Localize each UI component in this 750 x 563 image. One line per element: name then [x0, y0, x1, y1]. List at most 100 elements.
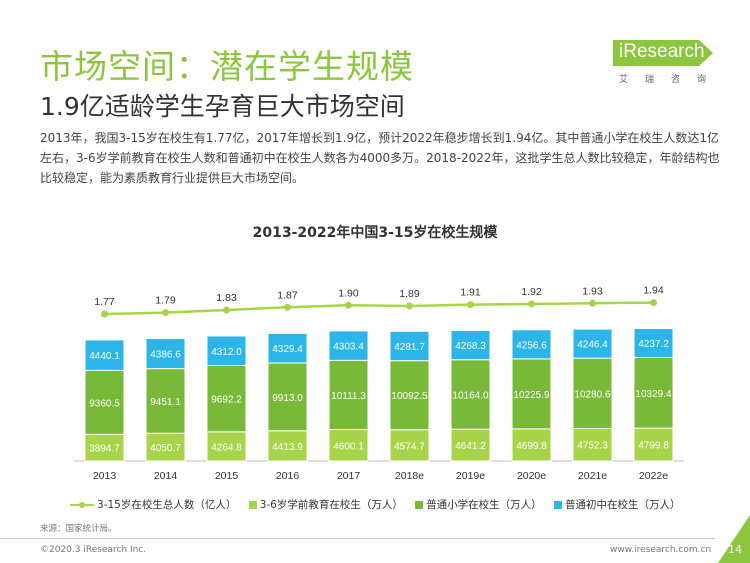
bar-segment	[145, 368, 186, 434]
bar-segment	[84, 339, 125, 371]
x-tick-label: 2015	[215, 470, 239, 482]
x-tick-label: 2019e	[456, 470, 485, 482]
footer-divider	[0, 538, 715, 539]
bar-segment	[84, 369, 125, 435]
source-note: 来源：国家统计局。	[40, 524, 117, 534]
bar-value-label: 4050.7	[150, 443, 181, 454]
legend-item-preschool: 3-6岁学前教育在校生（万人）	[248, 497, 403, 512]
bar-segment	[389, 429, 430, 462]
bar-value-label: 4699.8	[516, 441, 547, 452]
chart-title: 2013-2022年中国3-15岁在校生规模	[252, 225, 498, 241]
total-point	[406, 302, 413, 310]
bar-segment	[206, 431, 247, 462]
bar-segment	[267, 332, 308, 364]
total-point	[223, 306, 230, 314]
legend-line-marker	[70, 501, 94, 509]
total-value-label: 1.90	[338, 287, 359, 299]
bar-segment	[633, 427, 674, 462]
bar-value-label: 4264.8	[211, 442, 242, 453]
bar-segment	[267, 430, 308, 462]
bar-value-label: 4799.8	[638, 441, 669, 452]
bar-segment	[511, 358, 552, 430]
bar-value-label: 4600.1	[333, 441, 364, 452]
bar-segment	[572, 357, 613, 429]
bar-value-label: 4281.7	[394, 342, 425, 353]
bar-segment	[633, 356, 674, 429]
bar-value-label: 9692.2	[211, 395, 242, 406]
x-tick-label: 2016	[276, 470, 300, 482]
iresearch-logo: iResearch 艾瑞咨询	[613, 40, 713, 90]
bar-segment	[145, 338, 186, 370]
bar-segment	[511, 329, 552, 360]
x-tick-label: 2022e	[639, 470, 668, 482]
x-tick-label: 2014	[154, 470, 178, 482]
bar-segment	[511, 428, 552, 462]
bar-value-label: 10092.5	[391, 391, 428, 402]
bar-value-label: 4413.9	[272, 442, 303, 453]
bar-segment	[145, 432, 186, 462]
total-value-label: 1.94	[643, 285, 664, 297]
bar-segment	[572, 328, 613, 359]
x-tick-label: 2020e	[517, 470, 546, 482]
bar-segment	[450, 329, 491, 361]
bar-segment	[206, 365, 247, 433]
total-point	[528, 300, 535, 308]
total-value-label: 1.89	[399, 288, 420, 300]
page-title: 市场空间：潜在学生规模	[40, 47, 414, 86]
bar-value-label: 10164.0	[452, 390, 489, 401]
x-tick-label: 2017	[337, 470, 361, 482]
bar-segment	[450, 359, 491, 430]
total-point	[467, 301, 474, 309]
bar-value-label: 4440.1	[89, 351, 120, 362]
total-value-label: 1.91	[460, 287, 481, 299]
total-point	[162, 309, 169, 317]
total-point	[345, 301, 352, 309]
x-tick-label: 2018e	[395, 470, 424, 482]
page-number: 14	[728, 543, 742, 556]
bar-value-label: 4268.3	[455, 341, 486, 352]
total-line	[104, 301, 654, 316]
bar-value-label: 10225.9	[513, 390, 550, 401]
bar-segment	[389, 360, 430, 431]
total-value-label: 1.93	[582, 285, 603, 297]
x-tick-label: 2013	[93, 470, 117, 482]
logo-subtext: 艾瑞咨询	[619, 75, 724, 85]
bar-value-label: 4574.7	[394, 441, 425, 452]
bar-segment	[328, 359, 369, 431]
legend-swatch-primary	[415, 501, 424, 509]
bar-segment	[84, 433, 125, 462]
bar-value-label: 4641.2	[455, 441, 486, 452]
bar-value-label: 4329.4	[272, 344, 303, 355]
bar-segment	[328, 330, 369, 361]
website-link[interactable]: www.iresearch.com.cn	[610, 545, 712, 555]
legend-label-junior: 普通初中在校生（万人）	[565, 499, 681, 511]
bar-segment	[328, 429, 369, 462]
total-value-label: 1.79	[155, 295, 176, 307]
logo-text: iResearch	[619, 41, 705, 62]
bar-segment	[450, 428, 491, 462]
bar-segment	[633, 327, 674, 358]
legend-item-primary: 普通小学在校生（万人）	[415, 497, 542, 512]
bar-value-label: 9360.5	[89, 398, 120, 409]
chart-legend: 3-15岁在校生总人数（亿人） 3-6岁学前教育在校生（万人） 普通小学在校生（…	[70, 497, 740, 512]
bar-value-label: 4312.0	[211, 347, 242, 358]
page-subtitle: 1.9亿适龄学生孕育巨大市场空间	[40, 92, 405, 121]
legend-swatch-junior	[554, 501, 563, 509]
description-text: 2013年，我国3-15岁在校生有1.77亿，2017年增长到1.9亿，预计20…	[40, 131, 720, 185]
total-point	[650, 299, 657, 307]
bar-value-label: 3894.7	[89, 444, 120, 455]
bar-value-label: 4752.3	[577, 441, 608, 452]
legend-item-total: 3-15岁在校生总人数（亿人）	[70, 497, 236, 512]
bar-value-label: 9451.1	[150, 397, 181, 408]
bar-value-label: 10111.3	[331, 391, 366, 402]
bar-segment	[206, 335, 247, 367]
bar-value-label: 4256.6	[516, 340, 547, 351]
total-point	[284, 303, 291, 311]
legend-label-primary: 普通小学在校生（万人）	[426, 499, 542, 511]
page-corner-triangle	[718, 515, 750, 563]
stacked-bar-chart: 3894.7 9360.5 4440.1 2013 4050.7 9451.1 4386.6…	[74, 285, 684, 482]
bar-value-label: 9913.0	[272, 393, 303, 404]
bar-value-label: 4386.6	[150, 350, 181, 361]
total-point	[101, 310, 108, 318]
x-tick-label: 2021e	[578, 470, 607, 482]
